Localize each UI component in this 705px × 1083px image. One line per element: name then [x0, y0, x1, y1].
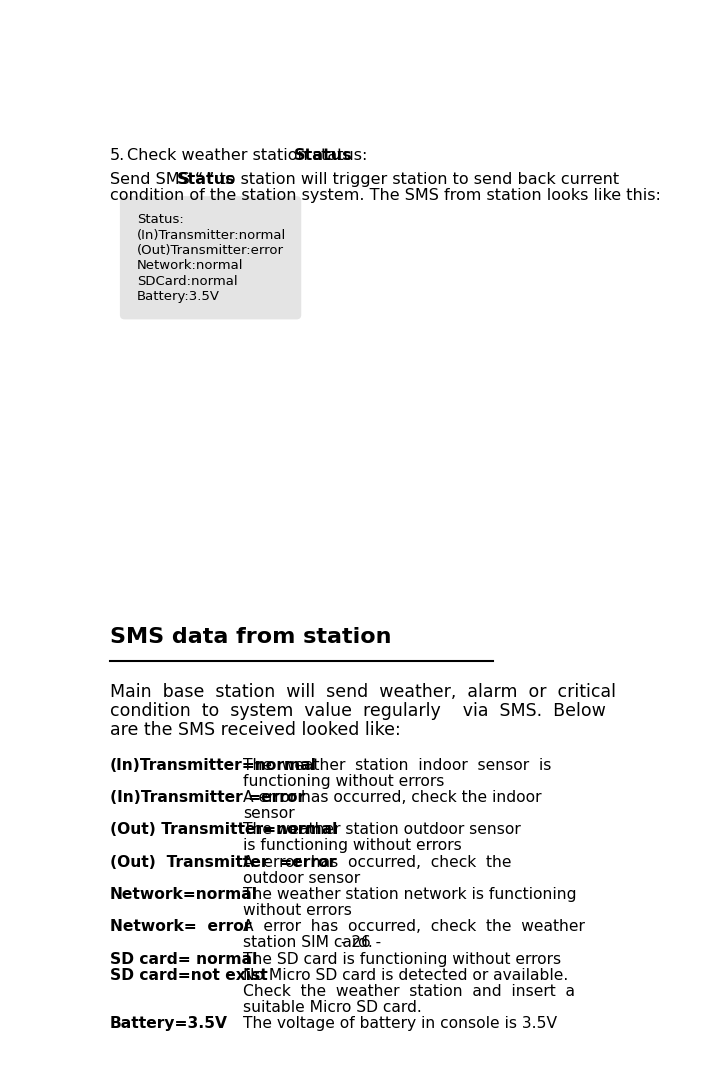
Text: No Micro SD card is detected or available.: No Micro SD card is detected or availabl… — [243, 968, 568, 982]
Text: Check weather station status:: Check weather station status: — [127, 147, 372, 162]
Text: (In)Transmitter =error: (In)Transmitter =error — [110, 790, 305, 805]
Text: (Out)  Transmitter  =error: (Out) Transmitter =error — [110, 854, 336, 870]
Text: SDCard:normal: SDCard:normal — [137, 275, 238, 288]
Text: suitable Micro SD card.: suitable Micro SD card. — [243, 1000, 422, 1015]
Text: (Out) Transmitter=normal: (Out) Transmitter=normal — [110, 822, 337, 837]
Text: Status: Status — [294, 147, 353, 162]
Text: Battery:3.5V: Battery:3.5V — [137, 290, 220, 303]
Text: A  error  has  occurred,  check  the  weather: A error has occurred, check the weather — [243, 919, 585, 935]
Text: The weather station network is functioning: The weather station network is functioni… — [243, 887, 577, 902]
Text: is functioning without errors: is functioning without errors — [243, 838, 462, 853]
Text: A error has occurred, check the indoor: A error has occurred, check the indoor — [243, 790, 541, 805]
Text: (In)Transmitter=normal: (In)Transmitter=normal — [110, 757, 317, 772]
Text: The SD card is functioning without errors: The SD card is functioning without error… — [243, 952, 561, 966]
Text: - 26 -: - 26 - — [341, 935, 381, 950]
Text: Status: Status — [177, 172, 236, 187]
Text: station SIM card.: station SIM card. — [243, 936, 373, 951]
Text: The  weather  station  indoor  sensor  is: The weather station indoor sensor is — [243, 757, 551, 772]
Text: The weather station outdoor sensor: The weather station outdoor sensor — [243, 822, 521, 837]
Text: Status:: Status: — [137, 213, 184, 226]
Text: sensor: sensor — [243, 806, 295, 821]
Text: Send SMS “: Send SMS “ — [110, 172, 203, 187]
Text: (In)Transmitter:normal: (In)Transmitter:normal — [137, 229, 286, 242]
Text: 5.: 5. — [110, 147, 125, 162]
Text: Main  base  station  will  send  weather,  alarm  or  critical: Main base station will send weather, ala… — [110, 682, 616, 701]
Text: Check  the  weather  station  and  insert  a: Check the weather station and insert a — [243, 983, 575, 999]
Text: SD card= normal: SD card= normal — [110, 952, 257, 966]
Text: The voltage of battery in console is 3.5V: The voltage of battery in console is 3.5… — [243, 1016, 557, 1031]
Text: (Out)Transmitter:error: (Out)Transmitter:error — [137, 244, 284, 257]
Text: SMS data from station: SMS data from station — [110, 627, 391, 647]
Text: Network=normal: Network=normal — [110, 887, 258, 902]
Text: condition of the station system. The SMS from station looks like this:: condition of the station system. The SMS… — [110, 188, 661, 204]
FancyBboxPatch shape — [120, 196, 301, 319]
Text: Battery=3.5V: Battery=3.5V — [110, 1016, 228, 1031]
Text: SD card=not exist: SD card=not exist — [110, 968, 268, 982]
Text: functioning without errors: functioning without errors — [243, 773, 444, 788]
Text: outdoor sensor: outdoor sensor — [243, 871, 360, 886]
Text: without errors: without errors — [243, 903, 352, 918]
Text: Network:normal: Network:normal — [137, 259, 243, 272]
Text: Network=  error: Network= error — [110, 919, 251, 935]
Text: condition  to  system  value  regularly    via  SMS.  Below: condition to system value regularly via … — [110, 702, 606, 720]
Text: A  error  has  occurred,  check  the: A error has occurred, check the — [243, 854, 512, 870]
Text: ” to station will trigger station to send back current: ” to station will trigger station to sen… — [206, 172, 619, 187]
Text: are the SMS received looked like:: are the SMS received looked like: — [110, 721, 400, 740]
